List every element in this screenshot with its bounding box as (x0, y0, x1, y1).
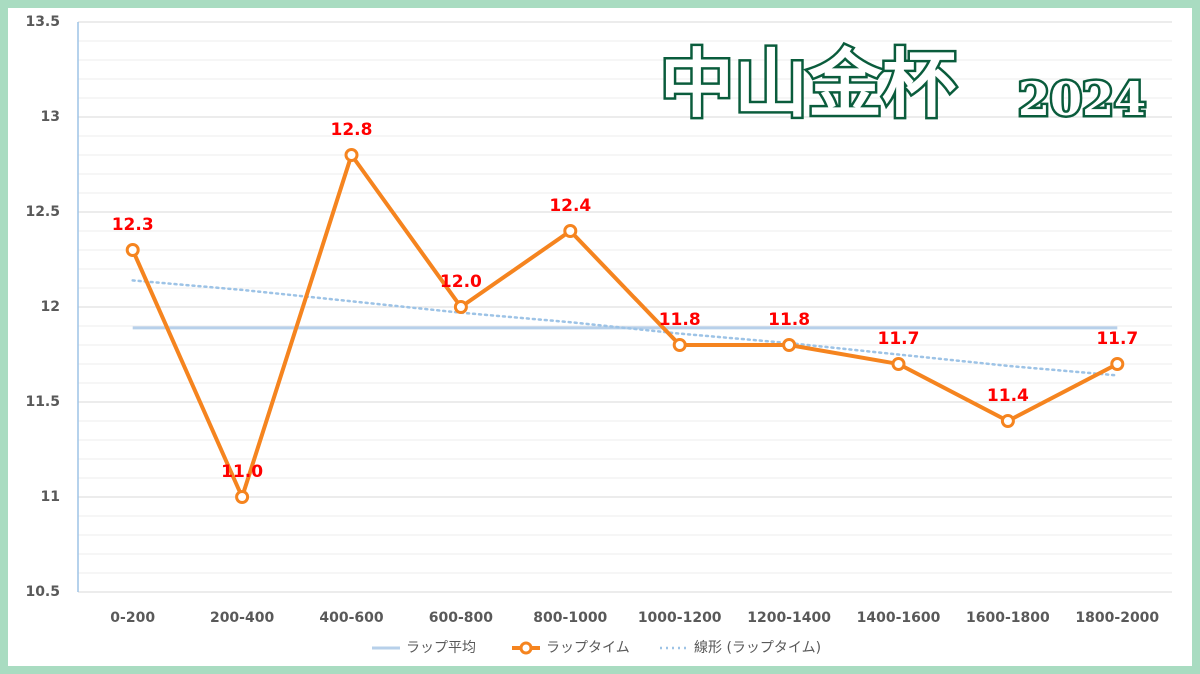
data-label: 12.0 (440, 272, 482, 292)
chart-subtitle: 2024 (1018, 72, 1146, 126)
x-tick-label: 600-800 (429, 610, 494, 626)
x-tick-label: 0-200 (110, 610, 155, 626)
x-tick-label: 800-1000 (533, 610, 607, 626)
x-tick-label: 1200-1400 (747, 610, 831, 626)
y-tick-label: 12 (41, 299, 60, 315)
data-point (1110, 357, 1125, 371)
data-point (563, 224, 578, 238)
chart-background (8, 8, 1192, 666)
data-point (453, 300, 468, 314)
data-label: 11.0 (221, 462, 263, 482)
data-label: 12.3 (112, 215, 154, 235)
legend-label: ラップ平均 (406, 640, 476, 656)
legend-marker (519, 641, 533, 655)
data-label: 11.7 (878, 329, 920, 349)
data-point (125, 243, 140, 257)
data-label: 12.8 (331, 120, 373, 140)
data-point (344, 148, 359, 162)
data-label: 11.4 (987, 386, 1029, 406)
y-tick-label: 13 (41, 109, 60, 125)
y-tick-label: 13.5 (25, 14, 60, 30)
x-tick-label: 1400-1600 (857, 610, 941, 626)
data-point (891, 357, 906, 371)
data-point (1000, 414, 1015, 428)
x-tick-label: 200-400 (210, 610, 275, 626)
chart-title: 中山金杯 (660, 42, 956, 128)
legend-label: ラップタイム (546, 640, 630, 656)
marks (125, 148, 1125, 504)
data-label: 11.7 (1096, 329, 1138, 349)
data-point (782, 338, 797, 352)
x-tick-label: 1600-1800 (966, 610, 1050, 626)
x-tick-label: 400-600 (319, 610, 384, 626)
y-tick-label: 11 (41, 489, 60, 505)
legend-label: 線形 (ラップタイム) (694, 640, 821, 656)
data-point (235, 490, 250, 504)
y-tick-label: 10.5 (25, 584, 60, 600)
y-tick-label: 12.5 (25, 204, 60, 220)
y-tick-label: 11.5 (25, 394, 60, 410)
series-line (131, 279, 1119, 377)
data-label: 11.8 (659, 310, 701, 330)
data-label: 11.8 (768, 310, 810, 330)
x-tick-label: 1800-2000 (1075, 610, 1159, 626)
series-line (130, 153, 1119, 499)
data-label: 12.4 (549, 196, 591, 216)
x-tick-label: 1000-1200 (638, 610, 722, 626)
data-point (672, 338, 687, 352)
